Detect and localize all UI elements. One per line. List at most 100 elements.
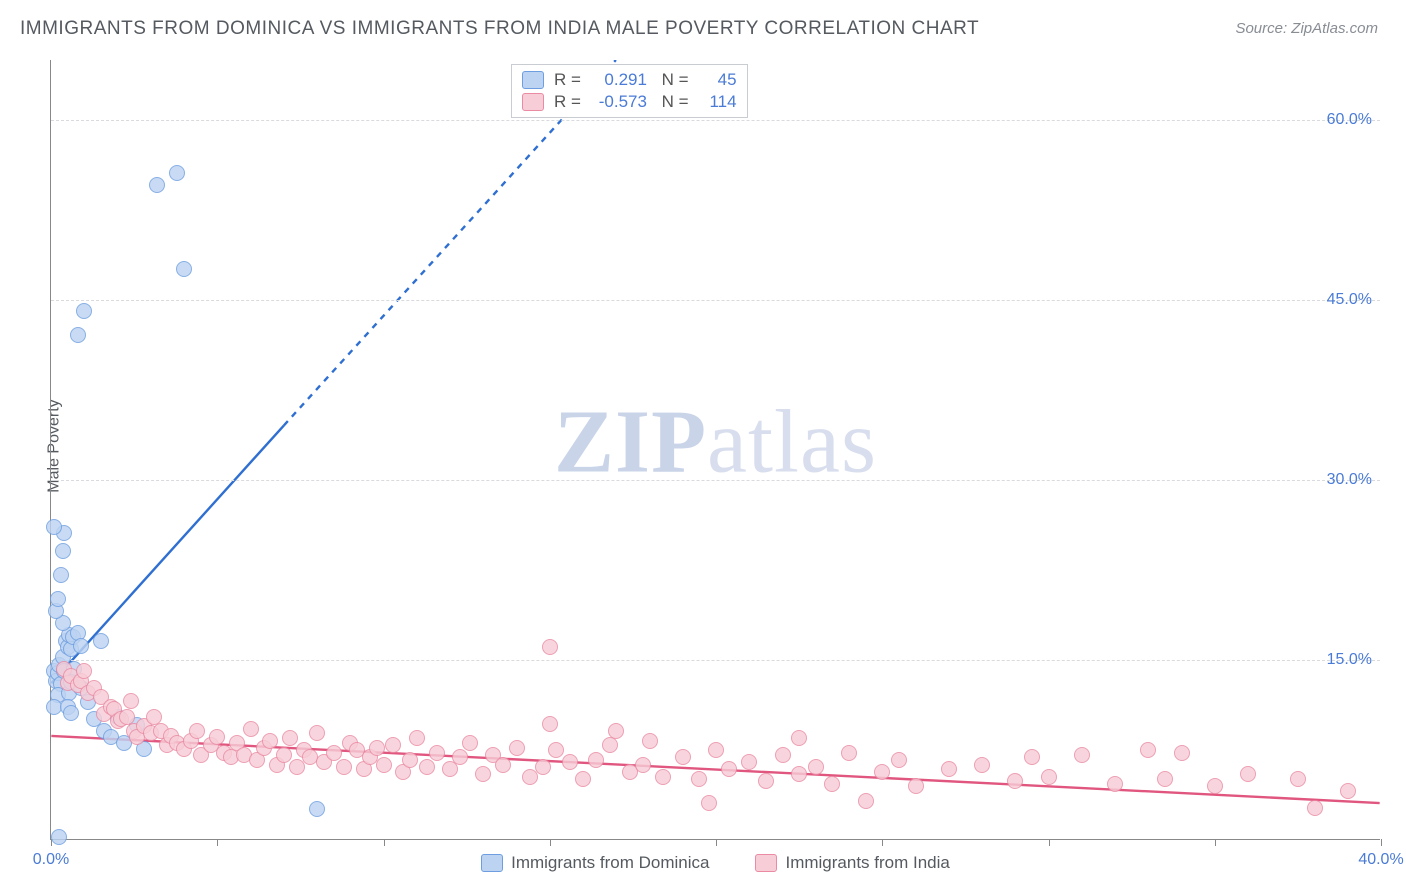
data-point (791, 766, 807, 782)
data-point (675, 749, 691, 765)
data-point (535, 759, 551, 775)
data-point (588, 752, 604, 768)
data-point (76, 663, 92, 679)
data-point (176, 261, 192, 277)
data-point (309, 801, 325, 817)
x-tick (550, 839, 551, 846)
legend-n-label: N = (657, 92, 689, 112)
legend-n-value: 45 (699, 70, 737, 90)
data-point (562, 754, 578, 770)
series-legend-item: Immigrants from Dominica (481, 853, 709, 873)
data-point (376, 757, 392, 773)
data-point (721, 761, 737, 777)
data-point (891, 752, 907, 768)
gridline (51, 660, 1380, 661)
data-point (1007, 773, 1023, 789)
data-point (691, 771, 707, 787)
data-point (63, 705, 79, 721)
data-point (841, 745, 857, 761)
legend-n-value: 114 (699, 92, 737, 112)
x-tick (217, 839, 218, 846)
data-point (635, 757, 651, 773)
data-point (575, 771, 591, 787)
data-point (93, 633, 109, 649)
data-point (369, 740, 385, 756)
data-point (70, 327, 86, 343)
legend-r-value: -0.573 (591, 92, 647, 112)
legend-n-label: N = (657, 70, 689, 90)
data-point (824, 776, 840, 792)
data-point (55, 543, 71, 559)
data-point (452, 749, 468, 765)
x-tick (384, 839, 385, 846)
data-point (1074, 747, 1090, 763)
data-point (1041, 769, 1057, 785)
data-point (858, 793, 874, 809)
data-point (243, 721, 259, 737)
series-name: Immigrants from India (785, 853, 949, 873)
gridline (51, 300, 1380, 301)
legend-r-value: 0.291 (591, 70, 647, 90)
data-point (791, 730, 807, 746)
data-point (1157, 771, 1173, 787)
series-name: Immigrants from Dominica (511, 853, 709, 873)
x-tick (716, 839, 717, 846)
x-tick (1049, 839, 1050, 846)
data-point (908, 778, 924, 794)
data-point (336, 759, 352, 775)
gridline (51, 480, 1380, 481)
data-point (209, 729, 225, 745)
data-point (402, 752, 418, 768)
data-point (475, 766, 491, 782)
chart-title: IMMIGRANTS FROM DOMINICA VS IMMIGRANTS F… (20, 18, 979, 40)
data-point (542, 716, 558, 732)
legend-swatch (522, 71, 544, 89)
data-point (808, 759, 824, 775)
data-point (51, 829, 67, 845)
data-point (53, 567, 69, 583)
data-point (741, 754, 757, 770)
data-point (276, 747, 292, 763)
legend-r-label: R = (554, 70, 581, 90)
data-point (509, 740, 525, 756)
correlation-legend: R = 0.291 N = 45R = -0.573 N = 114 (511, 64, 748, 118)
x-tick-label: 40.0% (1358, 851, 1403, 869)
data-point (1107, 776, 1123, 792)
data-point (495, 757, 511, 773)
x-tick-label: 0.0% (33, 851, 69, 869)
y-tick-label: 15.0% (1327, 651, 1372, 669)
data-point (941, 761, 957, 777)
data-point (149, 177, 165, 193)
data-point (775, 747, 791, 763)
legend-swatch (522, 93, 544, 111)
data-point (548, 742, 564, 758)
data-point (123, 693, 139, 709)
data-point (326, 745, 342, 761)
data-point (1174, 745, 1190, 761)
data-point (758, 773, 774, 789)
data-point (608, 723, 624, 739)
series-legend: Immigrants from Dominica Immigrants from … (51, 853, 1380, 873)
data-point (1140, 742, 1156, 758)
scatter-plot-area: ZIPatlas R =0.291 N =45R =-0.573 N =114 … (50, 60, 1380, 840)
data-point (50, 591, 66, 607)
x-tick (882, 839, 883, 846)
series-legend-item: Immigrants from India (755, 853, 949, 873)
data-point (282, 730, 298, 746)
y-tick-label: 45.0% (1327, 291, 1372, 309)
data-point (385, 737, 401, 753)
data-point (309, 725, 325, 741)
watermark-text: ZIPatlas (554, 390, 877, 493)
data-point (46, 519, 62, 535)
data-point (1024, 749, 1040, 765)
data-point (974, 757, 990, 773)
data-point (1340, 783, 1356, 799)
data-point (462, 735, 478, 751)
data-point (1290, 771, 1306, 787)
y-tick-label: 30.0% (1327, 471, 1372, 489)
y-tick-label: 60.0% (1327, 111, 1372, 129)
data-point (429, 745, 445, 761)
data-point (708, 742, 724, 758)
legend-row: R = 0.291 N = 45 (522, 69, 737, 91)
data-point (602, 737, 618, 753)
